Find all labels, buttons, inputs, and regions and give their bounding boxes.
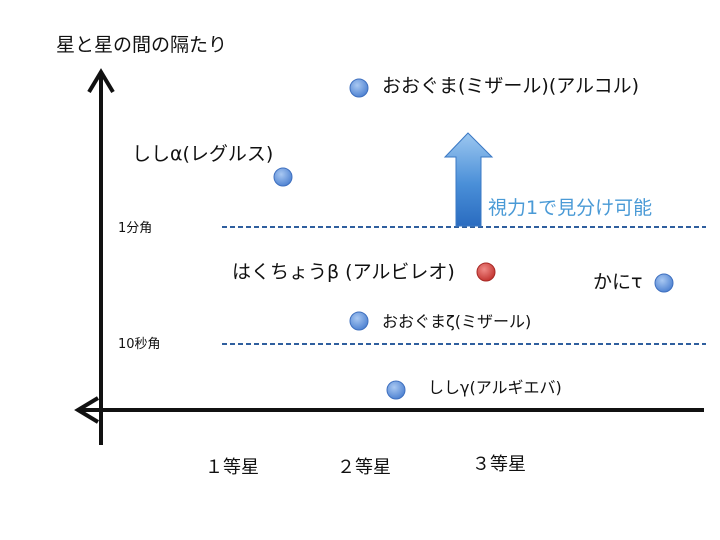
y-axis-title: 星と星の間の隔たり [56,34,228,56]
star-label-regulus: ししα(レグルス) [132,143,274,165]
star-label-albireo: はくちょうβ (アルビレオ) [232,261,455,283]
star-point-algieba [386,380,406,400]
star-point-tau-cancri [654,273,674,293]
vision-annotation: 視力1で見分け可能 [488,197,653,219]
star-label-algieba: ししγ(アルギエバ) [428,378,562,397]
star-point-mizar-alcor [349,78,369,98]
up-arrow-icon [443,132,494,227]
star-label-mizar-alcor: おおぐま(ミザール)(アルコル) [382,75,640,97]
star-label-tau-cancri: かにτ [593,271,643,293]
x-tick-1st-magnitude: １等星 [205,457,259,478]
x-tick-2nd-magnitude: ２等星 [337,457,391,478]
star-point-regulus [273,167,293,187]
star-point-mizar [349,311,369,331]
star-label-mizar: おおぐまζ(ミザール) [382,312,532,331]
ref-label-10-arcsec: 10秒角 [118,337,161,352]
ref-label-1-arcmin: 1分角 [118,221,153,236]
star-point-albireo [476,262,496,282]
y-axis [87,68,115,445]
x-tick-3rd-magnitude: ３等星 [472,454,526,475]
x-axis [74,396,704,424]
